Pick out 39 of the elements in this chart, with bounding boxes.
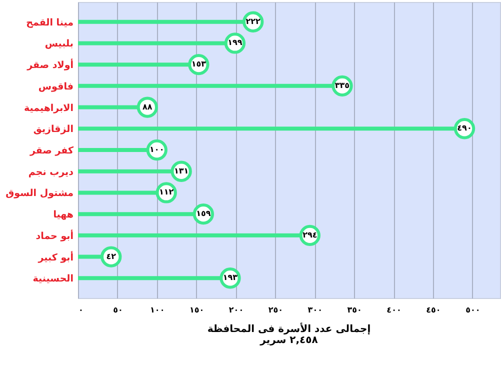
x-tick-label: ٣٠٠	[308, 306, 322, 314]
data-label: ١١٢	[159, 188, 174, 197]
y-tick-label: الابراهيمية	[24, 102, 74, 114]
y-tick-label: ههيا	[53, 210, 74, 221]
data-label: ١٩٩	[228, 38, 242, 48]
y-tick-label: أولاد صقر	[26, 58, 74, 72]
y-tick-label: بلبيس	[44, 38, 74, 50]
x-tick-label: ٢٥٠	[268, 306, 284, 314]
data-label: ٣٣٥	[334, 80, 350, 90]
y-tick-label: أبو حماد	[36, 228, 74, 242]
text: ٢,٤٥٨ سرير	[259, 335, 318, 346]
data-label: ٤٢	[106, 252, 116, 261]
x-tick-label: ٤٥٠	[426, 306, 441, 314]
x-tick-label: ١٠٠	[150, 306, 165, 314]
x-tick-label: ١٥٠	[189, 306, 204, 314]
y-tick-label: الحسينية	[32, 274, 74, 285]
data-label: ١٩٣	[222, 273, 238, 282]
y-tick-label: فاقوس	[38, 81, 74, 92]
text: إجمالى عدد الأسرة فى المحافظة	[207, 322, 371, 335]
y-tick-label: الزقازيق	[33, 124, 74, 136]
data-label: ٢٢٢	[246, 16, 261, 26]
data-label: ٤٩٠	[457, 124, 472, 133]
x-tick-label: ٤٠٠	[386, 306, 402, 314]
data-label: ٨٨	[142, 102, 152, 112]
data-label: ١٥٣	[191, 60, 206, 69]
data-label: ١٣١	[174, 166, 189, 176]
y-tick-label: مشتول السوق	[6, 188, 74, 200]
x-tick-label: ٠	[78, 306, 84, 314]
y-tick-label: أبو كبير	[37, 250, 74, 264]
data-label: ١٠٠	[150, 145, 164, 154]
x-tick-label: ٢٠٠	[228, 306, 244, 314]
x-tick-label: ٣٥٠	[347, 306, 362, 314]
x-tick-label: ٥٠	[113, 306, 123, 314]
y-tick-label: كفر صقر	[28, 146, 74, 156]
y-tick-label: مينا القمح	[26, 17, 74, 28]
data-label: ١٥٩	[196, 209, 211, 218]
y-tick-label: ديرب نجم	[28, 166, 74, 178]
data-label: ٢٩٤	[302, 230, 318, 240]
x-tick-label: ٥٠٠	[466, 306, 480, 314]
